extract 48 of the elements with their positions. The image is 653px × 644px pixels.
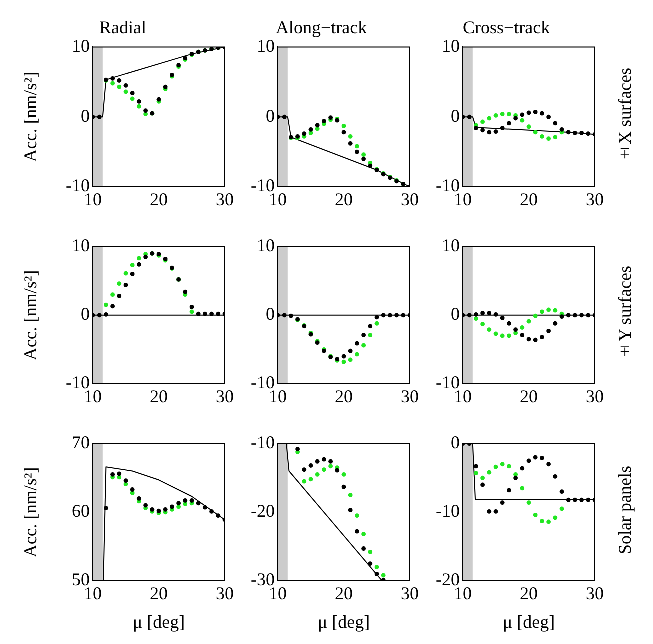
y-axis-title: Acc. [nm/s²] (20, 72, 41, 162)
x-axis-title: μ [deg] (318, 612, 370, 632)
x-tick-label: 20 (520, 386, 538, 407)
x-tick-label: 20 (520, 190, 538, 210)
x-tick-label: 20 (520, 584, 538, 604)
y-tick-label: 0 (451, 304, 460, 324)
y-tick-label: 60 (72, 501, 90, 522)
y-tick-label: 0 (451, 432, 460, 453)
x-tick-label: 20 (335, 190, 353, 210)
x-tick-label: 30 (401, 190, 419, 210)
y-tick-label: 10 (442, 236, 460, 256)
x-tick-label: 30 (401, 584, 419, 604)
x-axis-title: μ [deg] (502, 612, 556, 632)
x-tick-label: 30 (216, 584, 234, 604)
y-tick-label: 0 (81, 304, 90, 324)
x-tick-label: 30 (586, 190, 604, 210)
y-axis-title: Acc. [nm/s²] (20, 270, 41, 361)
y-axis-title: Acc. [nm/s²] (20, 467, 41, 558)
x-tick-label: 20 (335, 386, 353, 407)
x-tick-label: 20 (150, 584, 168, 604)
y-tick-label: 10 (257, 36, 275, 56)
chart-title: Cross−track (462, 18, 550, 38)
y-tick-label: 0 (81, 106, 90, 126)
x-tick-label: 30 (586, 584, 604, 604)
y-tick-label: 0 (266, 106, 275, 126)
y-tick-label: 0 (266, 304, 275, 324)
y-tick-label: 10 (72, 236, 90, 256)
x-tick-label: 30 (401, 386, 419, 407)
x-tick-label: 20 (150, 386, 168, 407)
chart-title: Radial (100, 18, 146, 38)
y2-axis-title: ±Y surfaces (614, 266, 636, 362)
x-tick-label: 30 (216, 386, 234, 407)
y-tick-label: 70 (72, 432, 90, 453)
y2-axis-title: Solar panels (614, 466, 636, 555)
y-tick-label: -10 (436, 501, 460, 522)
x-tick-label: 30 (586, 386, 604, 407)
chart-title: Along−track (276, 18, 368, 38)
x-axis-title: μ [deg] (132, 612, 186, 632)
y-tick-label: -20 (251, 501, 275, 522)
y2-axis-title: ±X surfaces (614, 68, 636, 165)
x-tick-label: 30 (216, 190, 234, 210)
y-tick-label: 10 (442, 36, 460, 56)
x-tick-label: 20 (335, 584, 353, 604)
y-tick-label: -10 (251, 432, 275, 453)
y-tick-label: 10 (72, 36, 90, 56)
y-tick-label: 10 (257, 236, 275, 256)
x-tick-label: 20 (150, 190, 168, 210)
y-tick-label: 0 (451, 106, 460, 126)
